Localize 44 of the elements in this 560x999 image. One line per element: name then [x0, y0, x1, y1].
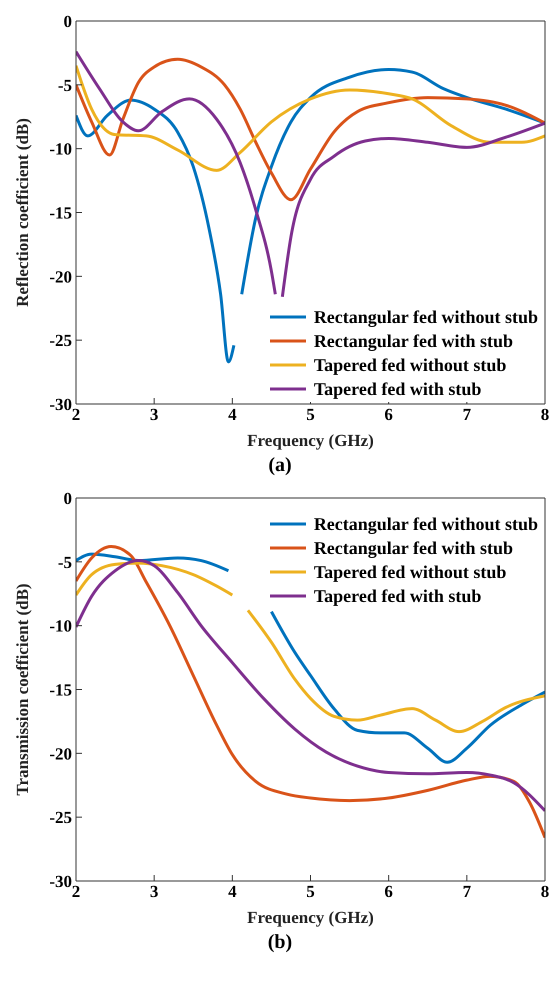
- x-axis-title: Frequency (GHz): [247, 908, 374, 927]
- x-axis-title: Frequency (GHz): [247, 431, 374, 450]
- x-tick-label: 8: [540, 405, 550, 424]
- legend-label: Tapered fed with stub: [314, 585, 482, 608]
- y-tick-label: -5: [58, 76, 72, 95]
- y-tick-label: -20: [49, 744, 72, 764]
- x-tick-label: 2: [72, 882, 80, 902]
- text: (b): [266, 931, 294, 954]
- x-tick-label: 7: [462, 882, 472, 902]
- y-tick-label: -25: [49, 331, 72, 350]
- legend-label: Rectangular fed without stub: [314, 513, 538, 536]
- y-tick-label: -20: [49, 267, 72, 286]
- y-tick-label: -15: [49, 680, 72, 700]
- x-tick-label: 7: [462, 405, 472, 424]
- x-tick-label: 3: [150, 882, 158, 902]
- y-tick-label: 0: [64, 489, 72, 508]
- y-tick-label: -15: [49, 204, 72, 223]
- y-axis-title: Reflection coefficient (dB): [13, 118, 32, 307]
- y-tick-label: -10: [49, 140, 72, 159]
- legend-label: Rectangular fed with stub: [314, 330, 513, 353]
- y-tick-label: -25: [49, 808, 72, 828]
- text: (a): [267, 454, 293, 477]
- x-tick-label: 4: [228, 882, 238, 902]
- x-tick-label: 8: [540, 882, 550, 902]
- y-tick-label: -10: [49, 616, 72, 636]
- y-tick-label: -5: [58, 552, 72, 572]
- y-tick-label: 0: [64, 12, 72, 32]
- legend-label: Tapered fed without stub: [314, 354, 506, 377]
- y-axis-title: Transmission coefficient (dB): [13, 583, 32, 796]
- legend-label: Tapered fed with stub: [314, 378, 482, 401]
- x-tick-label: 5: [306, 405, 315, 424]
- x-tick-label: 3: [150, 405, 158, 424]
- x-tick-label: 2: [72, 405, 80, 424]
- x-tick-label: 5: [306, 882, 315, 902]
- line-series: [76, 64, 545, 172]
- x-tick-label: 4: [228, 405, 238, 424]
- legend-label: Rectangular fed without stub: [314, 306, 538, 329]
- legend-label: Tapered fed without stub: [314, 561, 506, 584]
- x-tick-label: 6: [384, 882, 393, 902]
- x-tick-label: 6: [384, 405, 393, 424]
- y-tick-label: -30: [49, 395, 72, 414]
- line-series: [76, 58, 545, 202]
- legend-label: Rectangular fed with stub: [314, 537, 513, 560]
- y-tick-label: -30: [49, 872, 72, 892]
